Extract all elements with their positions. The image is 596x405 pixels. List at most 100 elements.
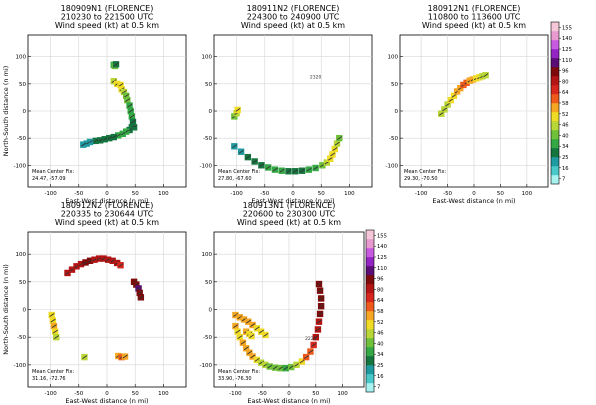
colorbar-tick-label: 40 [377,341,384,347]
wind-barb [451,93,457,98]
colorbar-segment [366,338,374,348]
colorbar-tick-label: 7 [562,177,565,183]
wind-barb [252,159,258,164]
wind-barb [237,335,243,340]
chart-title-line: 180909N1 (FLORENCE) [61,4,154,13]
colorbar-segment [366,311,374,321]
chart-title-line: 220335 to 230644 UTC [61,210,154,219]
wind-barb [315,327,321,332]
wind-barb [258,329,264,334]
plot-annotation: 2226 [305,336,317,342]
colorbar-segment [551,22,559,32]
wind-barb [330,152,336,157]
y-tick-label: 100 [388,55,399,61]
wind-barb [232,144,238,149]
wind-barb [272,365,278,370]
colorbar-segment [551,49,559,59]
wind-barb [438,111,444,116]
colorbar-segment [366,383,374,393]
x-tick-label: 100 [158,391,169,397]
y-tick-label: -100 [200,163,213,169]
x-tick-label: 0 [287,391,291,397]
wind-barb [316,282,322,286]
colorbar-tick-label: 155 [377,233,387,239]
y-tick-label: -50 [203,136,212,142]
colorbar-tick-label: 96 [377,277,384,283]
chart-title-line: Wind speed (kt) at 0.5 km [55,21,159,30]
chart-title-line: 180912N1 (FLORENCE) [428,4,521,13]
colorbar-segment [366,248,374,258]
y-tick-label: -100 [200,363,213,369]
x-tick-label: -50 [260,191,269,197]
colorbar-tick-label: 46 [377,331,384,337]
wind-barb [250,354,256,359]
x-tick-label: 100 [522,191,533,197]
wind-barb [294,362,300,367]
wind-barb [258,360,264,365]
y-tick-label: 100 [16,55,27,61]
wind-barb [130,119,136,124]
wind-barb [111,135,117,139]
wind-barb [303,355,309,359]
y-axis-label: North-South distance (n mi) [2,66,10,157]
x-tick-label: 100 [344,191,355,197]
wind-barb [293,169,299,174]
y-tick-label: 0 [209,109,213,115]
wind-barb [327,156,333,161]
y-tick-label: -100 [14,163,27,169]
wind-barb [116,133,122,138]
wind-barb [313,166,319,170]
wind-barb [235,108,241,112]
wind-barb [122,354,128,359]
wind-barb [263,333,269,337]
wind-barb [240,340,246,345]
mean-center-fix-value: 33.90, -76.30 [218,376,252,382]
colorbar-tick-label: 34 [562,144,569,150]
plot-annotation: 2320 [310,74,322,80]
colorbar-segment [366,347,374,357]
colorbar-segment [551,31,559,41]
colorbar-segment [551,157,559,167]
x-tick-label: -50 [74,391,83,397]
mean-center-fix-label: Mean Center Fix: [218,169,260,175]
wind-barb [137,291,143,295]
y-tick-label: 50 [19,82,26,88]
mean-center-fix-value: 24.47, -57.09 [32,176,66,182]
colorbar-tick-label: 16 [562,166,569,172]
wind-barb [249,334,255,338]
colorbar-segment [366,374,374,384]
wind-barb [243,346,249,351]
colorbar-tick-label: 58 [562,101,569,107]
chart-title-line: 224300 to 240900 UTC [247,13,340,22]
x-tick-label: -100 [44,191,57,197]
colorbar-tick-label: 52 [562,112,569,118]
wind-barb [299,168,305,173]
wind-barb [272,167,278,172]
mean-center-fix-value: 27.80, -67.60 [218,176,252,182]
chart-panel-2: 180911N2 (FLORENCE)224300 to 240900 UTCW… [200,4,373,205]
chart-title-line: Wind speed (kt) at 0.5 km [55,218,159,227]
wind-barb [318,296,324,301]
y-tick-label: -50 [17,335,26,341]
wind-barb [332,147,338,151]
colorbar-segment [366,230,374,240]
colorbar-tick-label: 125 [377,255,387,261]
colorbar-tick-label: 110 [562,58,572,64]
wind-barb [123,93,129,98]
mean-center-fix-label: Mean Center Fix: [32,369,74,375]
chart-title-line: 110800 to 113600 UTC [428,13,521,22]
colorbar-segment [366,293,374,303]
colorbar-tick-label: 52 [377,320,384,326]
colorbar-tick-label: 64 [377,298,384,304]
colorbar-segment [551,130,559,140]
chart-title-line: 180913N1 (FLORENCE) [243,201,336,210]
colorbar-segment [551,76,559,86]
colorbar-tick-label: 80 [562,79,569,85]
x-tick-label: -100 [229,391,242,397]
chart-title-line: 180912N2 (FLORENCE) [61,201,154,210]
mean-center-fix-label: Mean Center Fix: [32,169,74,175]
colorbar-segment [366,365,374,375]
colorbar-tick-label: 40 [562,133,569,139]
colorbar-segment [551,166,559,176]
